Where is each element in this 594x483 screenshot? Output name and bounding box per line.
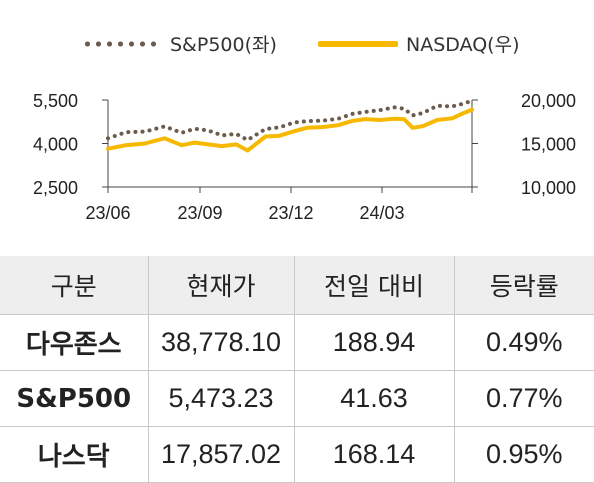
table-row: 다우존스 38,778.10 188.94 0.49% bbox=[0, 314, 594, 371]
legend-solid-line-swatch bbox=[318, 40, 398, 47]
series-line-sp500 bbox=[106, 98, 474, 142]
x-tick-label: 23/09 bbox=[177, 203, 222, 223]
y-tick-label-left: 4,000 bbox=[33, 135, 78, 155]
x-tick-label: 23/06 bbox=[85, 203, 130, 223]
row-change: 41.63 bbox=[293, 370, 454, 427]
row-price: 5,473.23 bbox=[147, 370, 294, 427]
row-price: 17,857.02 bbox=[147, 426, 294, 483]
y-tick-label-right: 10,000 bbox=[521, 178, 576, 198]
line-chart: 5,500 4,000 2,500 20,000 15,000 10,000 23/06 23… bbox=[33, 91, 576, 223]
chart-axes bbox=[102, 99, 478, 193]
y-tick-label-right: 15,000 bbox=[521, 135, 576, 155]
chart-series bbox=[106, 98, 474, 153]
header-change-rate: 등락률 bbox=[453, 256, 594, 315]
header-current-price: 현재가 bbox=[147, 256, 294, 315]
legend-item-nasdaq: NASDAQ(우) bbox=[318, 30, 520, 57]
legend-label-sp500: S&P500(좌) bbox=[170, 34, 277, 56]
table-row: 나스닥 17,857.02 168.14 0.95% bbox=[0, 426, 594, 483]
index-quote-table: 구분 현재가 전일 대비 등락률 다우존스 38,778.10 188.94 0… bbox=[0, 256, 594, 483]
legend-item-sp500: S&P500(좌) bbox=[82, 30, 277, 57]
row-price: 38,778.10 bbox=[147, 314, 294, 371]
y-tick-label-left: 2,500 bbox=[33, 178, 78, 198]
row-rate: 0.49% bbox=[453, 314, 594, 371]
row-name: S&P500 bbox=[0, 370, 148, 427]
y-tick-label-right: 20,000 bbox=[521, 91, 576, 111]
chart-legend: S&P500(좌) NASDAQ(우) bbox=[0, 30, 594, 56]
row-name: 다우존스 bbox=[0, 314, 148, 371]
row-change: 188.94 bbox=[293, 314, 454, 371]
series-line-nasdaq bbox=[106, 107, 474, 153]
row-rate: 0.95% bbox=[453, 426, 594, 483]
header-change: 전일 대비 bbox=[293, 256, 454, 315]
header-category: 구분 bbox=[0, 256, 148, 315]
chart-tick-labels: 5,500 4,000 2,500 20,000 15,000 10,000 23/06 23… bbox=[33, 91, 576, 223]
row-rate: 0.77% bbox=[453, 370, 594, 427]
row-change: 168.14 bbox=[293, 426, 454, 483]
legend-dotted-line-swatch bbox=[82, 39, 162, 48]
table-row: S&P500 5,473.23 41.63 0.77% bbox=[0, 370, 594, 427]
y-tick-label-left: 5,500 bbox=[33, 91, 78, 111]
legend-label-nasdaq: NASDAQ(우) bbox=[406, 34, 520, 56]
x-tick-label: 23/12 bbox=[268, 203, 313, 223]
x-tick-label: 24/03 bbox=[359, 203, 404, 223]
row-name: 나스닥 bbox=[0, 426, 148, 483]
table-header-row: 구분 현재가 전일 대비 등락률 bbox=[0, 256, 594, 315]
